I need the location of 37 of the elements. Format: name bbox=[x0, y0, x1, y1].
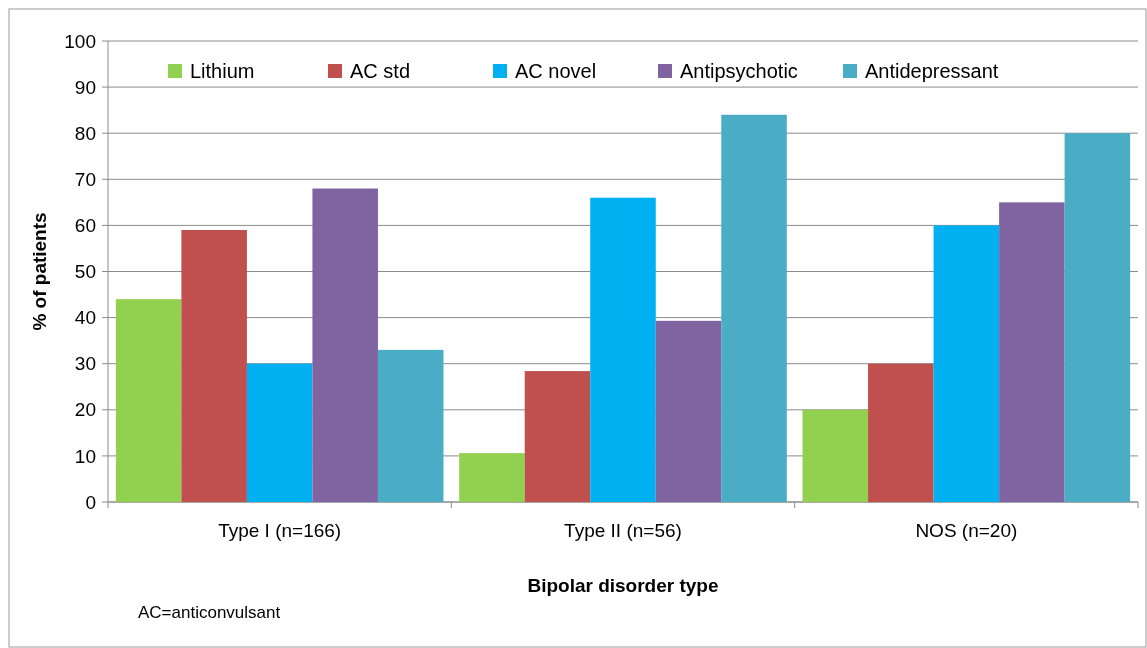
bar bbox=[1064, 133, 1131, 502]
bar bbox=[590, 197, 656, 502]
y-tick-label: 60 bbox=[74, 215, 96, 237]
bar bbox=[377, 349, 444, 502]
y-tick-label: 10 bbox=[74, 445, 96, 467]
x-tick-label: Type II (n=56) bbox=[564, 520, 682, 541]
legend-label: Antipsychotic bbox=[680, 60, 798, 82]
bar bbox=[655, 320, 722, 502]
bar bbox=[802, 409, 869, 502]
y-tick-label: 90 bbox=[74, 76, 96, 98]
y-tick-label: 50 bbox=[74, 261, 96, 283]
bar bbox=[246, 363, 313, 502]
bar bbox=[115, 299, 182, 502]
y-axis-title: % of patients bbox=[29, 212, 50, 331]
x-tick-label: Type I (n=166) bbox=[218, 520, 342, 541]
y-tick-label: 20 bbox=[74, 399, 96, 421]
bar bbox=[868, 363, 934, 502]
bar bbox=[459, 453, 525, 502]
y-tick-label: 100 bbox=[64, 30, 96, 52]
y-tick-label: 80 bbox=[74, 122, 96, 144]
y-tick-label: 70 bbox=[74, 168, 96, 190]
y-tick-label: 0 bbox=[85, 491, 96, 513]
x-axis-title: Bipolar disorder type bbox=[527, 575, 719, 596]
bar bbox=[721, 114, 787, 502]
legend-label: AC std bbox=[350, 60, 411, 82]
bar bbox=[999, 202, 1065, 502]
legend-label: Lithium bbox=[190, 60, 255, 82]
bar bbox=[312, 188, 378, 502]
bar bbox=[181, 230, 247, 502]
y-tick-label: 30 bbox=[74, 353, 96, 375]
y-tick-label: 40 bbox=[74, 307, 96, 329]
bar bbox=[933, 225, 1000, 502]
legend-label: AC novel bbox=[515, 60, 597, 82]
bar bbox=[524, 371, 591, 502]
x-tick-label: NOS (n=20) bbox=[915, 520, 1018, 541]
text: AC=anticonvulsant bbox=[138, 603, 281, 622]
legend-label: Antidepressant bbox=[865, 60, 999, 82]
